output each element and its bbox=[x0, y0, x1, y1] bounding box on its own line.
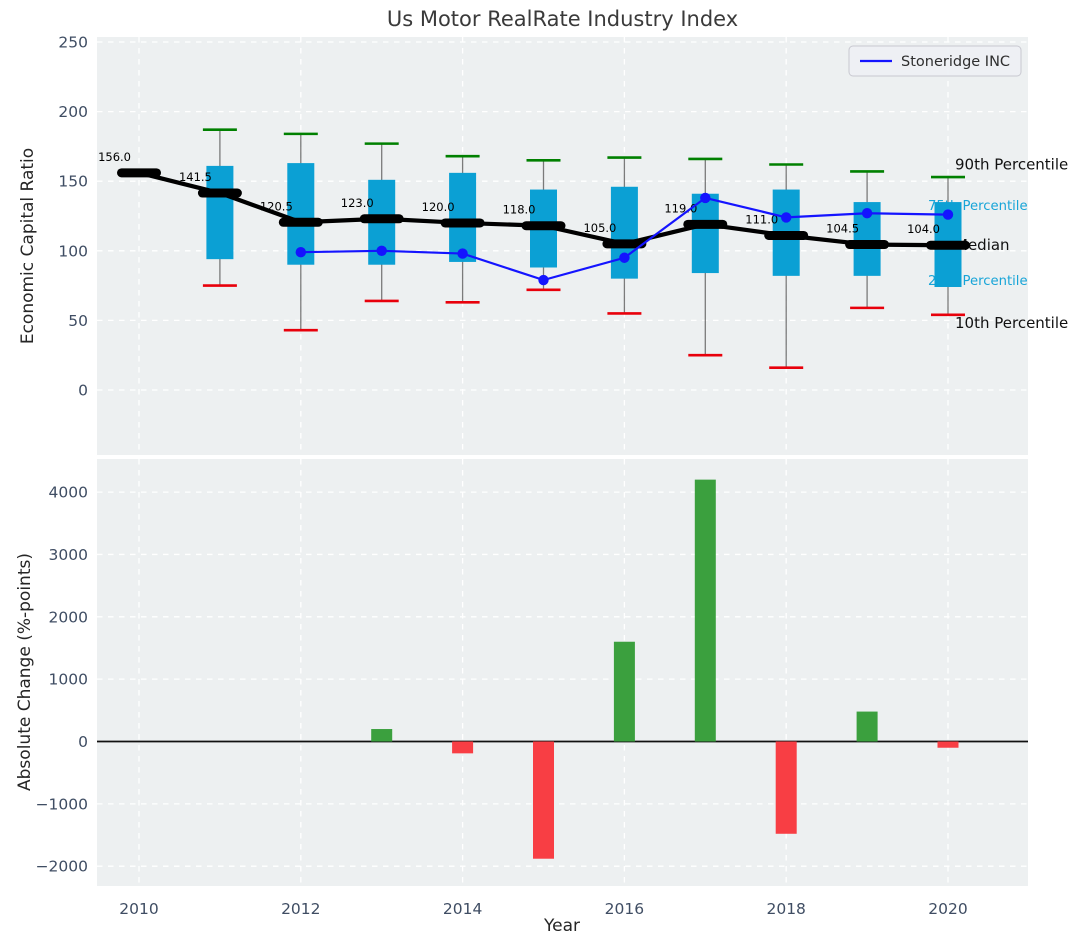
bottom-ylabel: Absolute Change (%-points) bbox=[15, 553, 35, 791]
box-2016 bbox=[610, 186, 638, 279]
legend-label: Stoneridge INC bbox=[901, 54, 1010, 70]
median-marker-2014 bbox=[440, 218, 485, 228]
median-label-2016: 105.0 bbox=[583, 221, 616, 235]
median-marker-2016 bbox=[602, 239, 647, 249]
median-label-2018: 111.0 bbox=[745, 212, 778, 226]
box-2011 bbox=[206, 165, 234, 260]
top-ytick-100: 100 bbox=[58, 242, 88, 260]
xtick-2018: 2018 bbox=[766, 900, 805, 918]
bar-2013 bbox=[371, 729, 393, 742]
legend-box bbox=[848, 45, 1022, 77]
median-label-2014: 120.0 bbox=[422, 200, 455, 214]
right-label-median: Median bbox=[955, 236, 1010, 254]
median-marker-2015 bbox=[521, 221, 566, 231]
median-marker-2013 bbox=[359, 214, 404, 224]
median-marker-2019 bbox=[845, 240, 890, 250]
bar-2016 bbox=[613, 641, 635, 742]
stoneridge-point-2016 bbox=[619, 252, 630, 263]
median-marker-2010 bbox=[117, 168, 161, 178]
median-marker-2011 bbox=[197, 188, 242, 198]
stoneridge-point-2020 bbox=[942, 209, 954, 220]
stoneridge-point-2015 bbox=[538, 274, 549, 286]
top-ytick-0: 0 bbox=[78, 382, 88, 400]
top-ytick-50: 50 bbox=[68, 312, 88, 330]
top-ytick-200: 200 bbox=[58, 103, 88, 121]
bar-2018 bbox=[775, 741, 797, 834]
median-label-2010: 156.0 bbox=[98, 150, 131, 164]
top-ylabel: Economic Capital Ratio bbox=[18, 148, 38, 344]
median-label-2011: 141.5 bbox=[179, 170, 212, 184]
bar-2017 bbox=[694, 479, 716, 742]
xlabel: Year bbox=[543, 916, 580, 936]
right-label-90th-percentile: 90th Percentile bbox=[955, 155, 1068, 173]
median-label-2017: 119.0 bbox=[664, 201, 697, 215]
bar-2020 bbox=[937, 741, 959, 748]
stoneridge-point-2019 bbox=[861, 208, 873, 219]
stoneridge-point-2018 bbox=[781, 212, 792, 223]
bottom-axes-bg bbox=[97, 459, 1028, 886]
median-label-2020: 104.0 bbox=[907, 222, 940, 236]
top-ytick-250: 250 bbox=[58, 34, 88, 52]
xtick-2012: 2012 bbox=[281, 900, 320, 918]
median-marker-2017 bbox=[683, 219, 728, 229]
median-label-2012: 120.5 bbox=[260, 199, 293, 213]
median-label-2019: 104.5 bbox=[826, 222, 859, 236]
bottom-ytick-3000: 3000 bbox=[49, 546, 88, 564]
xtick-2014: 2014 bbox=[443, 900, 482, 918]
median-label-2013: 123.0 bbox=[341, 196, 374, 210]
median-marker-2012 bbox=[278, 217, 323, 227]
bottom-ytick-1000: 1000 bbox=[49, 671, 88, 689]
xtick-2010: 2010 bbox=[119, 900, 158, 918]
median-label-2015: 118.0 bbox=[503, 203, 536, 217]
xtick-2020: 2020 bbox=[928, 900, 967, 918]
bottom-ytick--2000: −2000 bbox=[36, 858, 88, 876]
bar-2014 bbox=[452, 741, 474, 754]
stoneridge-point-2013 bbox=[376, 245, 387, 256]
bar-2019 bbox=[856, 711, 878, 742]
median-marker-2020 bbox=[926, 240, 970, 250]
median-marker-2018 bbox=[764, 230, 809, 240]
stoneridge-point-2012 bbox=[295, 246, 306, 258]
box-2017 bbox=[691, 193, 719, 274]
bar-2015 bbox=[533, 741, 554, 859]
bottom-ytick-2000: 2000 bbox=[49, 608, 88, 626]
bottom-ytick--1000: −1000 bbox=[36, 795, 88, 813]
bottom-ytick-0: 0 bbox=[78, 733, 88, 751]
xtick-2016: 2016 bbox=[605, 900, 644, 918]
top-ytick-150: 150 bbox=[58, 173, 88, 191]
stoneridge-point-2017 bbox=[700, 192, 711, 204]
bottom-ytick-4000: 4000 bbox=[49, 484, 88, 502]
stoneridge-point-2014 bbox=[457, 248, 468, 259]
chart-title: Us Motor RealRate Industry Index bbox=[386, 7, 739, 31]
box-2014 bbox=[449, 172, 477, 262]
right-label-10th-percentile: 10th Percentile bbox=[955, 314, 1068, 332]
